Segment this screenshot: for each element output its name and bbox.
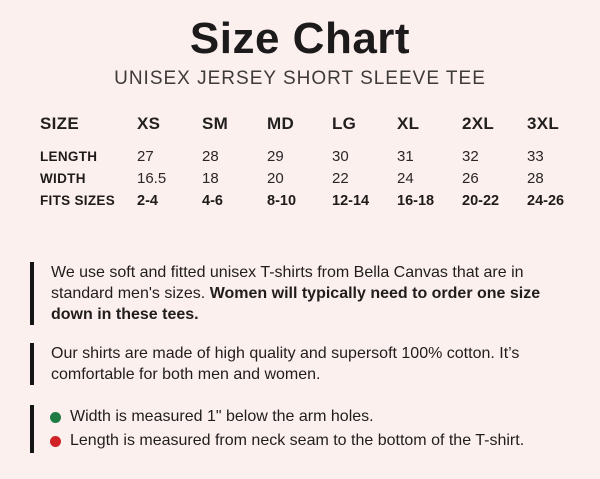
cell-value: 16.5 [137, 170, 167, 187]
cell-value: 4-6 [202, 193, 223, 209]
cell-value: 29 [267, 148, 284, 165]
page-header: Size Chart UNISEX JERSEY SHORT SLEEVE TE… [0, 0, 600, 90]
table-row-fits-sizes: FITS SIZES 2-4 4-6 8-10 12-14 16-18 20-2… [40, 190, 600, 212]
page-title: Size Chart [189, 14, 411, 63]
green-dot-icon [50, 411, 61, 423]
column-header-2xl: 2XL [462, 114, 495, 133]
cell-value: 24-26 [527, 193, 565, 209]
bullet-text: Length is measured from neck seam to the… [70, 432, 525, 449]
page-subtitle: UNISEX JERSEY SHORT SLEEVE TEE [114, 68, 486, 89]
list-item-length-measurement: Length is measured from neck seam to the… [50, 429, 600, 453]
cell-value: 18 [202, 170, 219, 187]
list-item-width-measurement: Width is measured 1" below the arm holes… [50, 405, 600, 429]
note-cotton-quality: Our shirts are made of high quality and … [30, 343, 545, 385]
table-row-length: LENGTH 27 28 29 30 31 32 33 [40, 146, 600, 168]
cell-value: 24 [397, 170, 414, 187]
note-fabric-sizing: We use soft and fitted unisex T-shirts f… [30, 262, 545, 325]
row-label: FITS SIZES [40, 193, 116, 208]
red-dot-icon [50, 435, 61, 447]
column-header-xl: XL [397, 114, 420, 133]
table-row-width: WIDTH 16.5 18 20 22 24 26 28 [40, 168, 600, 190]
cell-value: 32 [462, 148, 479, 165]
cell-value: 22 [332, 170, 349, 187]
cell-value: 20 [267, 170, 284, 187]
row-label: WIDTH [40, 171, 86, 186]
size-table: SIZE XS SM MD LG XL 2XL 3XL LENGTH 27 28… [0, 115, 600, 212]
cell-value: 16-18 [397, 193, 435, 209]
cell-value: 33 [527, 148, 544, 165]
column-header-xs: XS [137, 114, 161, 133]
column-header-sm: SM [202, 114, 229, 133]
row-label: LENGTH [40, 149, 98, 164]
note-text-bold: Women will typically need to order one s… [51, 285, 541, 323]
note-text-regular: Our shirts are made of high quality and … [51, 345, 520, 383]
size-table-header-row: SIZE XS SM MD LG XL 2XL 3XL [40, 115, 600, 133]
cell-value: 31 [397, 148, 414, 165]
cell-value: 12-14 [332, 193, 370, 209]
note-text-regular: We use soft and fitted unisex T-shirts f… [51, 264, 524, 302]
cell-value: 8-10 [267, 193, 297, 209]
cell-value: 30 [332, 148, 349, 165]
column-header-lg: LG [332, 114, 357, 133]
cell-value: 28 [527, 170, 544, 187]
cell-value: 28 [202, 148, 219, 165]
bullet-text: Width is measured 1" below the arm holes… [70, 408, 374, 425]
cell-value: 2-4 [137, 193, 158, 209]
cell-value: 20-22 [462, 193, 500, 209]
column-header-md: MD [267, 114, 295, 133]
cell-value: 26 [462, 170, 479, 187]
column-header-size: SIZE [40, 114, 79, 133]
cell-value: 27 [137, 148, 154, 165]
measurement-notes: Width is measured 1" below the arm holes… [30, 405, 600, 453]
size-table-body: LENGTH 27 28 29 30 31 32 33 WIDTH 16.5 1… [40, 146, 600, 212]
column-header-3xl: 3XL [527, 114, 560, 133]
